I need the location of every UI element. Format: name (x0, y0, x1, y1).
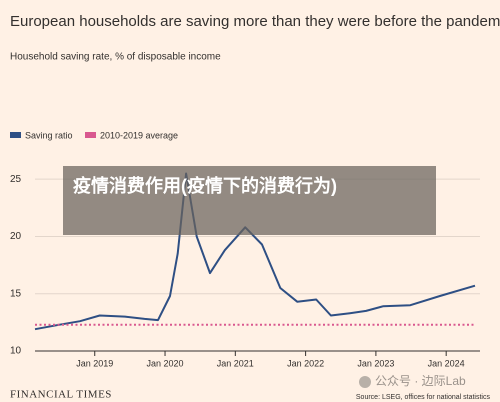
watermark-icon (359, 376, 371, 388)
y-tick-label: 10 (10, 346, 22, 357)
overlay-banner (63, 166, 436, 235)
y-tick-label: 20 (10, 231, 22, 242)
x-tick-label: Jan 2021 (217, 358, 254, 368)
chart-title: European households are saving more than… (10, 13, 500, 30)
source: Source: LSEG, offices for national stati… (356, 394, 491, 401)
x-tick-label: Jan 2024 (428, 358, 465, 368)
legend-swatch (85, 132, 96, 138)
legend-label: 2010-2019 average (100, 130, 178, 140)
legend-swatch (10, 132, 21, 138)
y-tick-label: 25 (10, 174, 22, 185)
x-tick-label: Jan 2020 (147, 358, 184, 368)
x-tick-label: Jan 2023 (357, 358, 394, 368)
publisher: FINANCIAL TIMES (10, 389, 112, 401)
chart-subtitle: Household saving rate, % of disposable i… (10, 52, 221, 63)
x-tick-label: Jan 2022 (287, 358, 324, 368)
watermark: 公众号 · 边际Lab (375, 374, 466, 388)
y-tick-label: 15 (10, 288, 22, 299)
legend-label: Saving ratio (25, 130, 73, 140)
series-line (34, 172, 476, 331)
overlay-text: 疫情消费作用(疫情下的消费行为) (73, 175, 337, 196)
x-tick-label: Jan 2019 (76, 358, 113, 368)
